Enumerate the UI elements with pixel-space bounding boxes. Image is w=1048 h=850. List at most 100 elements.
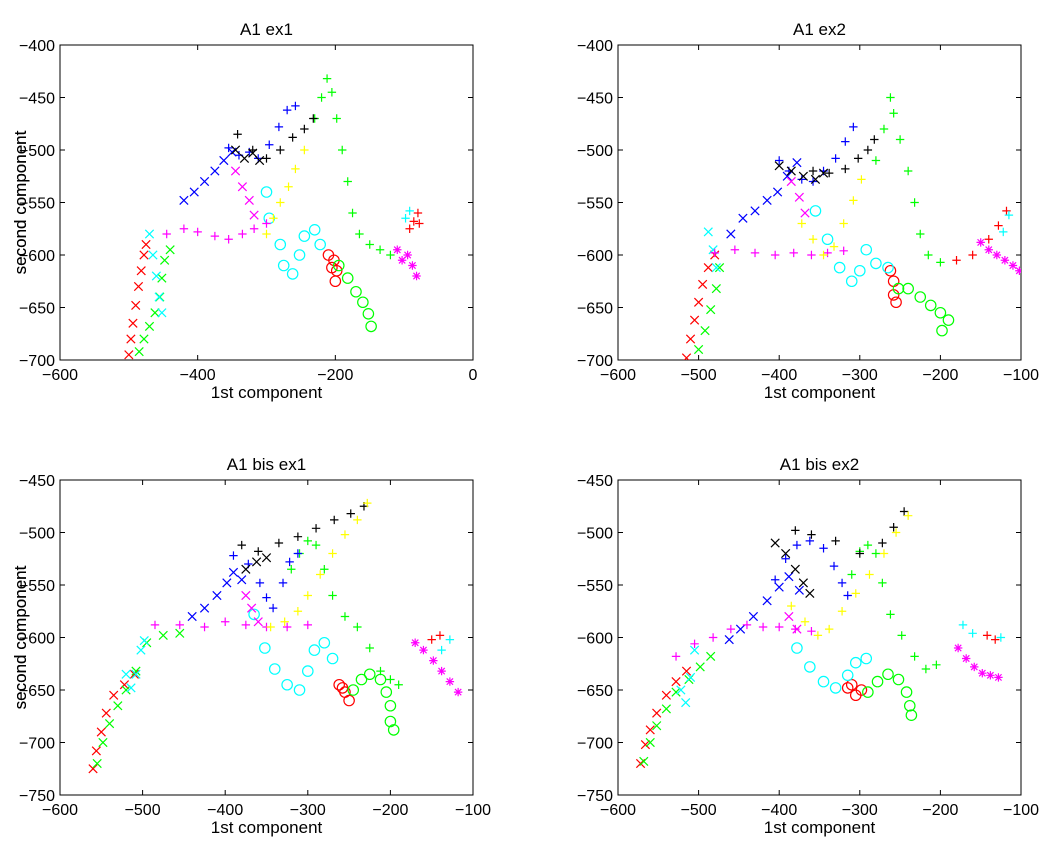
data-point [262,154,271,163]
data-point [996,633,1006,642]
data-point [410,638,420,647]
data-point [860,652,873,665]
data-point [849,122,858,132]
data-point [278,578,288,588]
x-tick-label: −400 [761,367,797,384]
data-point [340,530,350,539]
data-point [870,135,879,144]
data-point [690,639,699,648]
data-point [309,114,318,123]
data-point [770,575,780,584]
data-point [932,660,941,669]
data-point [824,624,834,634]
data-point [148,250,158,260]
data-point [878,578,887,588]
x-axis-label: 1st component [764,818,876,837]
data-point [179,224,189,233]
plot-area [59,479,474,796]
data-point [791,642,803,654]
data-point [829,242,839,251]
plot-area [59,44,474,361]
data-point [645,725,655,735]
chart-title: A1 ex1 [240,20,293,39]
data-point [786,176,796,187]
data-point [968,629,977,638]
data-point [365,320,377,333]
data-point [320,565,329,574]
data-point [639,756,649,767]
data-point [994,221,1003,230]
x-tick-label: −600 [600,802,636,819]
data-point [800,617,810,626]
data-point [671,652,681,661]
data-point [293,532,303,541]
data-point [131,669,141,679]
y-tick-label: −750 [19,788,55,805]
data-point [892,673,905,686]
data-point [101,708,111,718]
data-point [871,675,884,688]
data-point [266,622,275,632]
data-point [237,540,246,550]
y-tick-label: −500 [19,526,55,543]
data-point [412,271,421,281]
x-axis-label: 1st component [211,818,323,837]
data-point [781,554,790,563]
data-point [298,230,311,242]
data-point [341,272,354,284]
data-point [886,93,895,102]
data-point [280,617,289,626]
data-point [386,250,395,260]
y-tick-label: −650 [19,301,55,318]
data-point [104,718,115,729]
data-point [300,124,309,134]
data-point [829,561,839,571]
data-point [210,166,220,176]
data-point [879,549,889,558]
data-point [831,154,840,163]
data-point [199,176,210,187]
data-point [265,140,274,149]
data-point [693,297,704,307]
data-point [671,676,681,687]
data-point [248,608,260,621]
data-point [640,739,651,750]
data-point [131,300,141,311]
data-point [871,549,881,558]
data-point [837,578,847,588]
y-tick-label: −500 [577,143,613,160]
data-point [936,258,945,267]
data-point [230,145,241,155]
data-point [738,213,748,223]
y-tick-label: −450 [577,91,613,108]
data-point [328,549,337,558]
data-point [991,635,1000,644]
data-point [336,682,349,694]
data-point [403,250,412,260]
data-point [921,664,931,674]
data-point [330,515,339,525]
data-point [317,93,326,102]
data-point [241,620,251,630]
x-tick-label: −500 [125,802,161,819]
data-point [805,588,815,599]
x-tick-label: −200 [922,802,958,819]
data-point [175,620,184,630]
data-point [934,306,947,319]
x-tick-label: −500 [681,802,717,819]
data-point [357,296,369,309]
data-point [841,137,850,146]
data-point [681,666,692,676]
x-tick-label: −400 [207,802,243,819]
data-point [151,271,161,281]
data-point [291,101,300,111]
y-tick-label: −650 [577,683,613,700]
data-point [332,259,345,272]
data-point [288,133,297,142]
x-tick-label: −300 [842,367,878,384]
data-point [681,697,691,708]
data-point [786,166,796,176]
data-point [340,612,350,621]
data-point [863,540,873,550]
data-point [903,511,913,520]
